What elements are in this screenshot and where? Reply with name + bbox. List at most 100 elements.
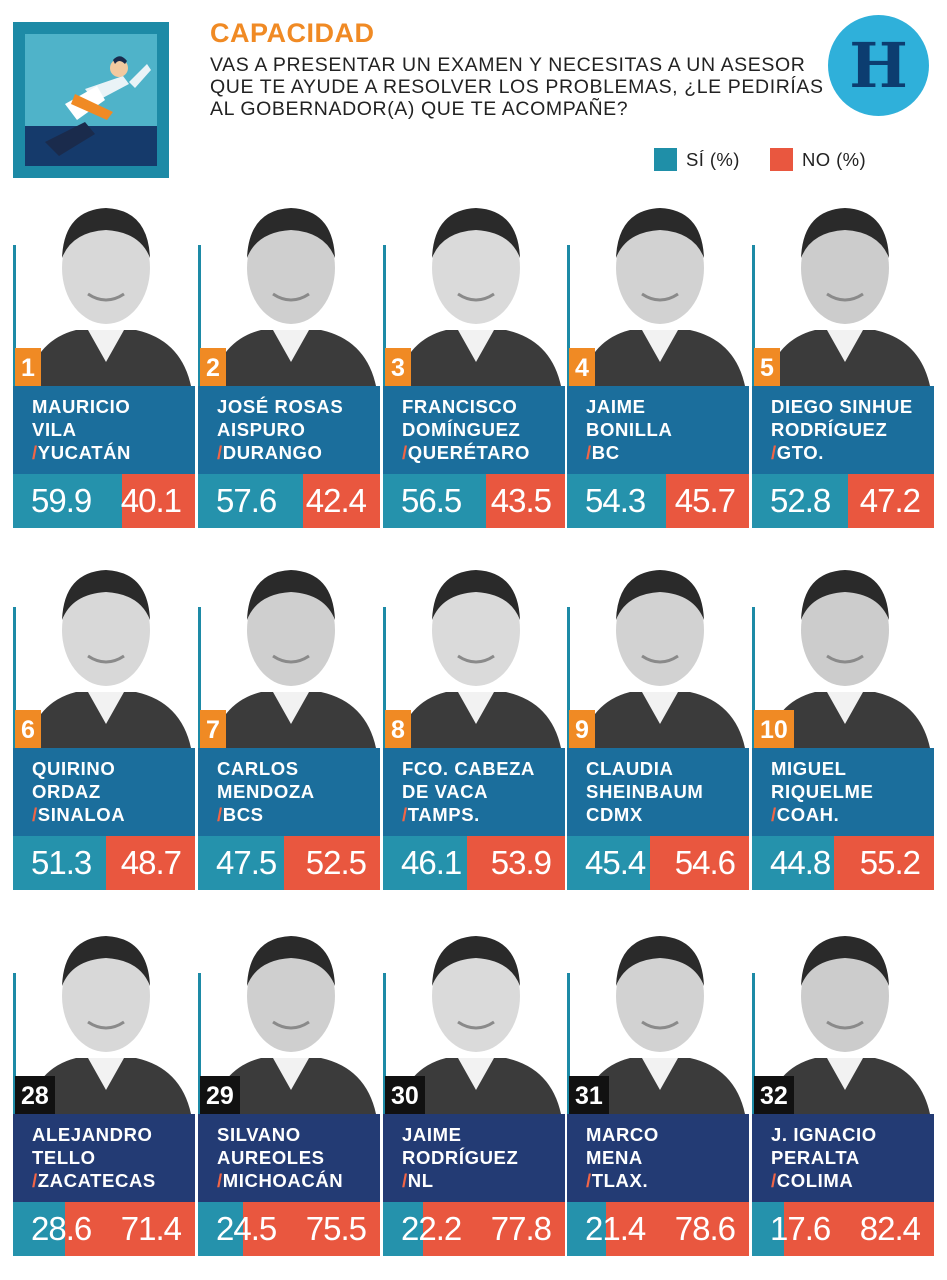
si-no-bar: 57.6 42.4 xyxy=(198,474,380,528)
state-slash: / xyxy=(771,804,777,825)
state-label: /QUERÉTARO xyxy=(402,442,530,464)
no-value-label: 48.7 xyxy=(120,844,182,881)
si-no-bar: 22.2 77.8 xyxy=(383,1202,565,1256)
state-label: /BCS xyxy=(217,804,264,826)
brand-logo: H xyxy=(828,15,929,116)
rank-badge: 9 xyxy=(569,710,595,749)
si-bar-segment xyxy=(752,474,849,528)
governor-photo xyxy=(201,190,380,386)
no-value-label: 77.8 xyxy=(490,1210,552,1247)
si-value-label: 47.5 xyxy=(216,844,277,881)
rank-badge: 1 xyxy=(15,348,41,387)
governor-card: 7 CARLOS MENDOZA/BCS 47.5 52.5 xyxy=(198,552,380,890)
card-divider-line xyxy=(567,245,570,386)
card-divider-line xyxy=(13,245,16,386)
rank-badge: 10 xyxy=(754,710,794,749)
state-name: DURANGO xyxy=(222,442,323,463)
no-value-label: 47.2 xyxy=(859,482,921,519)
governor-name-line: FRANCISCO xyxy=(402,396,518,417)
governor-card: 1 MAURICIO VILA/YUCATÁN 59.9 40.1 xyxy=(13,190,195,528)
governor-name-line: DOMÍNGUEZ xyxy=(402,419,521,440)
running-businessman-icon xyxy=(25,34,157,166)
header: CAPACIDAD VAS A PRESENTAR UN EXAMEN Y NE… xyxy=(0,0,947,190)
name-panel: JAIME RODRÍGUEZ/NL xyxy=(383,1114,565,1202)
name-panel: SILVANO AUREOLES/MICHOACÁN xyxy=(198,1114,380,1202)
name-panel: JOSÉ ROSAS AISPURO/DURANGO xyxy=(198,386,380,474)
si-value-label: 45.4 xyxy=(585,844,646,881)
governor-name-line: SHEINBAUM xyxy=(586,781,704,802)
state-name: ZACATECAS xyxy=(37,1170,156,1191)
si-bar-segment xyxy=(198,474,303,528)
si-no-bar: 56.5 43.5 xyxy=(383,474,565,528)
name-panel: CLAUDIA SHEINBAUM CDMX xyxy=(567,748,749,836)
state-slash: / xyxy=(217,804,223,825)
rank-badge: 4 xyxy=(569,348,595,387)
governor-name-line: J. IGNACIO xyxy=(771,1124,877,1145)
name-panel: FCO. CABEZA DE VACA/TAMPS. xyxy=(383,748,565,836)
si-value-label: 44.8 xyxy=(770,844,831,881)
si-value-label: 46.1 xyxy=(401,844,462,881)
governor-name-line: VILA xyxy=(32,419,77,440)
governor-photo xyxy=(16,552,195,748)
card-divider-line xyxy=(198,245,201,386)
governor-photo xyxy=(755,552,934,748)
governor-name-line: DIEGO SINHUE xyxy=(771,396,913,417)
rank-badge: 7 xyxy=(200,710,226,749)
governor-name-line: MIGUEL xyxy=(771,758,847,779)
governor-photo xyxy=(386,190,565,386)
governor-name-line: DE VACA xyxy=(402,781,489,802)
name-panel: ALEJANDRO TELLO/ZACATECAS xyxy=(13,1114,195,1202)
state-name: COLIMA xyxy=(776,1170,854,1191)
no-value-label: 75.5 xyxy=(305,1210,367,1247)
no-value-label: 52.5 xyxy=(305,844,367,881)
section-illustration xyxy=(13,22,169,178)
governor-photo xyxy=(16,190,195,386)
legend-swatch-no xyxy=(770,148,793,171)
state-slash: / xyxy=(402,1170,408,1191)
rank-badge: 29 xyxy=(200,1076,240,1115)
si-no-bar: 47.5 52.5 xyxy=(198,836,380,890)
question-line: AL GOBERNADOR(A) QUE TE ACOMPAÑE? xyxy=(210,98,629,120)
card-divider-line xyxy=(383,973,386,1114)
name-panel: MARCO MENA/TLAX. xyxy=(567,1114,749,1202)
state-label: /TAMPS. xyxy=(402,804,480,826)
governor-card: 32 J. IGNACIO PERALTA/COLIMA 17.6 82.4 xyxy=(752,918,934,1256)
card-divider-line xyxy=(567,607,570,748)
governor-name-line: JAIME xyxy=(586,396,646,417)
governor-photo xyxy=(570,552,749,748)
si-value-label: 54.3 xyxy=(585,482,646,519)
rank-badge: 31 xyxy=(569,1076,609,1115)
legend-swatch-si xyxy=(654,148,677,171)
governor-name-line: JOSÉ ROSAS xyxy=(217,396,344,417)
state-name: BC xyxy=(591,442,620,463)
name-panel: CARLOS MENDOZA/BCS xyxy=(198,748,380,836)
si-no-bar: 51.3 48.7 xyxy=(13,836,195,890)
state-slash: / xyxy=(771,442,777,463)
state-name: SINALOA xyxy=(37,804,126,825)
si-bar-segment xyxy=(13,1202,66,1256)
card-divider-line xyxy=(198,607,201,748)
governor-name-line: SILVANO xyxy=(217,1124,301,1145)
si-no-bar: 21.4 78.6 xyxy=(567,1202,749,1256)
si-value-label: 51.3 xyxy=(31,844,92,881)
si-no-bar: 46.1 53.9 xyxy=(383,836,565,890)
si-bar-segment xyxy=(752,836,834,890)
governor-card: 30 JAIME RODRÍGUEZ/NL 22.2 77.8 xyxy=(383,918,565,1256)
rank-badge: 6 xyxy=(15,710,41,749)
state-name: BCS xyxy=(222,804,264,825)
governor-name-line: AISPURO xyxy=(217,419,306,440)
state-label: /NL xyxy=(402,1170,434,1192)
governor-card: 8 FCO. CABEZA DE VACA/TAMPS. 46.1 53.9 xyxy=(383,552,565,890)
card-divider-line xyxy=(198,973,201,1114)
governor-photo xyxy=(570,190,749,386)
name-panel: QUIRINO ORDAZ/SINALOA xyxy=(13,748,195,836)
si-value-label: 17.6 xyxy=(770,1210,831,1247)
si-value-label: 56.5 xyxy=(401,482,462,519)
state-name: TAMPS. xyxy=(407,804,480,825)
name-panel: J. IGNACIO PERALTA/COLIMA xyxy=(752,1114,934,1202)
governor-card: 2 JOSÉ ROSAS AISPURO/DURANGO 57.6 42.4 xyxy=(198,190,380,528)
state-label: /GTO. xyxy=(771,442,824,464)
rank-badge: 3 xyxy=(385,348,411,387)
state-name: NL xyxy=(407,1170,434,1191)
si-bar-segment xyxy=(198,836,285,890)
